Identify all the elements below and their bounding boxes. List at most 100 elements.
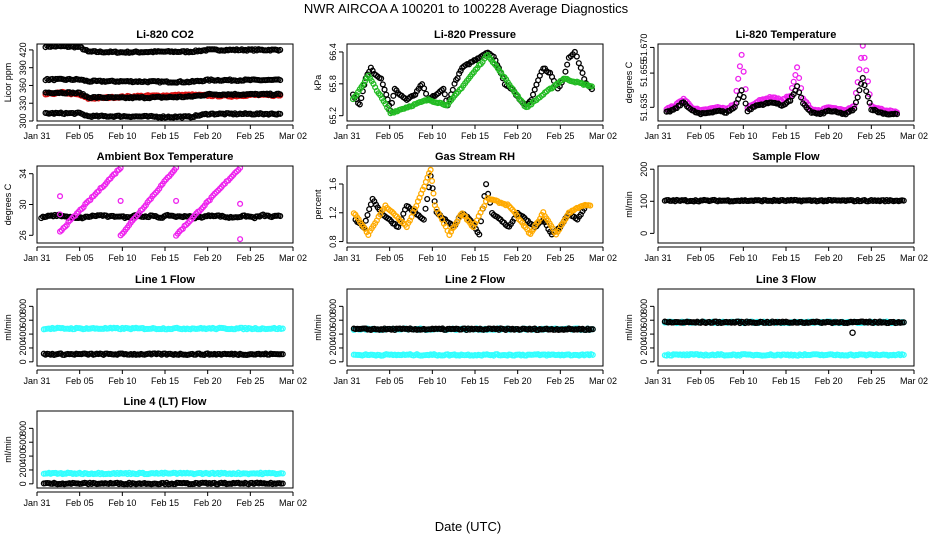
x-tick-label: Feb 05 — [66, 253, 94, 263]
y-tick-label: 600 — [18, 435, 28, 450]
data-point — [277, 46, 284, 53]
x-tick-label: Feb 05 — [376, 253, 404, 263]
x-tick-label: Jan 31 — [23, 253, 50, 263]
x-tick-label: Feb 20 — [194, 498, 222, 508]
chart-panel-1: Li-820 CO2 Licor ppm Jan 31 Feb 05 Feb 10 Feb… — [3, 29, 307, 141]
data-point — [449, 86, 456, 93]
chart-panel-3: Li-820 Temperature degrees C Jan 31 Feb 05 F… — [624, 29, 928, 141]
chart-panel-4: Ambient Box Temperature degrees C Jan 31 Fe… — [3, 151, 307, 263]
y-tick-label: 1.2 — [328, 207, 338, 220]
y-tick-label: 200 — [639, 340, 649, 355]
data-point — [859, 74, 866, 82]
y-tick-label: 0 — [328, 359, 338, 364]
series-line-flow-dip — [849, 329, 856, 336]
x-tick-label: Feb 15 — [461, 376, 489, 386]
x-tick-label: Feb 10 — [108, 131, 136, 141]
data-point — [455, 214, 463, 222]
data-point — [388, 99, 395, 107]
y-tick-label: 400 — [18, 327, 28, 342]
plot-frame — [346, 43, 604, 122]
data-point — [237, 166, 244, 171]
x-tick-label: Feb 10 — [729, 253, 757, 263]
data-point — [531, 86, 538, 93]
x-tick-label: Mar 02 — [900, 253, 928, 263]
y-tick-label: 65.8 — [328, 75, 338, 93]
data-layer — [350, 325, 596, 359]
chart-title: Li-820 Pressure — [434, 29, 516, 41]
x-tick-label: Feb 05 — [687, 253, 715, 263]
data-point — [864, 78, 871, 85]
data-point — [457, 67, 464, 74]
chart-title: Line 1 Flow — [135, 274, 195, 286]
y-tick-label: 420 — [18, 42, 28, 57]
y-axis-label: degrees C — [624, 61, 634, 103]
plot-frame — [346, 165, 604, 244]
data-point — [579, 69, 586, 77]
series-rh-b — [350, 166, 594, 239]
data-point — [422, 205, 429, 212]
x-tick-label: Feb 15 — [151, 498, 179, 508]
y-tick-label: 800 — [328, 299, 338, 314]
x-tick-label: Feb 20 — [504, 131, 532, 141]
data-layer — [40, 324, 286, 359]
series-std2 — [42, 75, 284, 86]
y-tick-label: 400 — [328, 327, 338, 342]
data-point — [588, 83, 595, 90]
chart-panel-6: Sample Flow ml/min Jan 31 Feb 05 Feb 10 Feb 1… — [624, 151, 928, 263]
data-point — [796, 74, 803, 82]
x-tick-label: Feb 25 — [857, 131, 885, 141]
data-point — [410, 208, 417, 216]
plot-frame — [36, 165, 294, 244]
x-tick-label: Feb 20 — [504, 376, 532, 386]
data-point — [851, 105, 858, 112]
data-point — [861, 82, 868, 89]
data-point — [117, 197, 124, 204]
plot-frame — [36, 43, 294, 122]
y-tick-label: 0 — [18, 359, 28, 364]
y-tick-label: 65.2 — [328, 107, 338, 125]
data-point — [738, 51, 745, 58]
data-point — [237, 200, 244, 207]
plot-frame — [657, 165, 915, 244]
data-point — [419, 186, 426, 193]
x-tick-label: Feb 15 — [151, 131, 179, 141]
y-tick-label: 26 — [18, 230, 28, 240]
data-point — [900, 197, 907, 204]
x-tick-label: Feb 10 — [729, 376, 757, 386]
plot-frame — [346, 288, 604, 367]
x-tick-label: Feb 05 — [376, 131, 404, 141]
x-tick-label: Mar 02 — [589, 131, 617, 141]
data-point — [864, 93, 871, 100]
y-tick-label: 400 — [18, 449, 28, 464]
series-box-temp-spikes — [56, 166, 244, 243]
x-tick-label: Feb 25 — [857, 376, 885, 386]
data-point — [856, 87, 863, 94]
data-point — [861, 54, 868, 61]
x-tick-label: Jan 31 — [644, 131, 671, 141]
data-point — [564, 61, 571, 68]
chart-title: Line 2 Flow — [445, 274, 505, 286]
data-point — [790, 78, 797, 85]
data-point — [736, 63, 743, 70]
data-point — [279, 351, 286, 358]
x-tick-label: Feb 05 — [376, 376, 404, 386]
y-tick-label: 0 — [639, 359, 649, 364]
x-tick-label: Mar 02 — [900, 376, 928, 386]
x-tick-label: Feb 20 — [194, 253, 222, 263]
x-tick-label: Jan 31 — [333, 376, 360, 386]
data-point — [173, 166, 180, 171]
y-tick-label: 600 — [18, 313, 28, 328]
y-tick-label: 600 — [639, 313, 649, 328]
y-tick-label: 51.670 — [639, 34, 649, 62]
data-point — [483, 181, 490, 188]
data-layer — [350, 166, 594, 239]
x-tick-label: Feb 25 — [236, 376, 264, 386]
x-tick-label: Feb 05 — [687, 376, 715, 386]
data-point — [863, 67, 870, 74]
data-point — [866, 99, 873, 106]
data-point — [849, 329, 856, 336]
y-axis-label: ml/min — [624, 191, 634, 218]
x-tick-label: Feb 20 — [815, 376, 843, 386]
series-line-flow-b — [40, 479, 286, 488]
y-tick-label: 330 — [18, 96, 28, 111]
